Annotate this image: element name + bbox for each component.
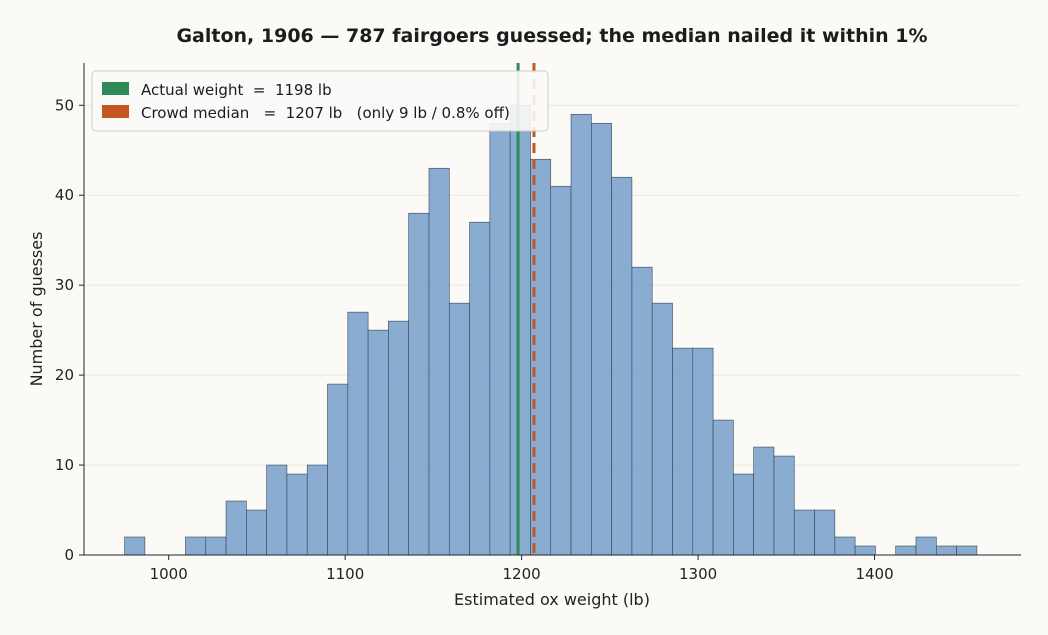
reference-lines bbox=[516, 63, 536, 555]
histogram-bar bbox=[225, 500, 247, 556]
histogram-bar bbox=[733, 473, 754, 556]
histogram-bar bbox=[185, 536, 207, 556]
histogram-bar bbox=[570, 113, 592, 556]
histogram-bars bbox=[124, 104, 978, 556]
histogram-bar bbox=[712, 419, 734, 556]
histogram-bar bbox=[692, 347, 714, 556]
histogram-bar bbox=[814, 509, 836, 556]
histogram-bar bbox=[793, 509, 815, 556]
histogram-bar bbox=[611, 176, 633, 556]
histogram-bar bbox=[672, 347, 694, 556]
x-tick-label: 1400 bbox=[855, 565, 893, 583]
legend: Actual weight = 1198 lb Crowd median = 1… bbox=[91, 70, 549, 132]
histogram-bar bbox=[834, 536, 856, 556]
x-tick-label: 1300 bbox=[679, 565, 717, 583]
histogram-bar bbox=[631, 266, 653, 556]
histogram-bar bbox=[854, 545, 876, 556]
legend-label-actual-weight: Actual weight = 1198 lb bbox=[141, 81, 332, 99]
histogram-bar bbox=[448, 302, 470, 556]
histogram-bar bbox=[550, 185, 572, 556]
histogram-bar bbox=[489, 122, 511, 556]
histogram-bar bbox=[306, 464, 328, 556]
x-tick-label: 1100 bbox=[326, 565, 364, 583]
y-tick-label: 40 bbox=[55, 186, 74, 204]
histogram-bar bbox=[773, 455, 795, 556]
x-axis-label: Estimated ox weight (lb) bbox=[454, 590, 650, 609]
y-tick-label: 30 bbox=[55, 276, 74, 294]
axes: 1000 1100 1200 1300 1400 0 10 20 30 40 50 bbox=[55, 63, 1021, 583]
y-tick-label: 0 bbox=[64, 546, 74, 564]
x-tick-label: 1200 bbox=[503, 565, 541, 583]
histogram-bar bbox=[915, 536, 937, 556]
histogram-bar bbox=[124, 536, 146, 556]
histogram-bar bbox=[591, 122, 612, 556]
chart-title: Galton, 1906 — 787 fairgoers guessed; th… bbox=[176, 25, 927, 47]
histogram-bar bbox=[956, 545, 978, 556]
histogram-bar bbox=[651, 302, 673, 556]
histogram-bar bbox=[327, 383, 349, 556]
histogram-bar bbox=[347, 311, 369, 556]
y-tick-label: 10 bbox=[55, 456, 74, 474]
histogram-bar bbox=[408, 212, 430, 556]
histogram-bar bbox=[428, 167, 450, 556]
histogram-bar bbox=[266, 464, 288, 556]
histogram-bar bbox=[388, 320, 409, 556]
histogram-bar bbox=[205, 536, 227, 556]
legend-box bbox=[91, 70, 549, 132]
legend-swatch-actual-weight bbox=[102, 82, 129, 95]
y-tick-label: 50 bbox=[55, 96, 74, 114]
histogram-bar bbox=[509, 104, 531, 556]
y-tick-label: 20 bbox=[55, 366, 74, 384]
legend-swatch-crowd-median bbox=[102, 105, 129, 118]
legend-label-crowd-median: Crowd median = 1207 lb (only 9 lb / 0.8%… bbox=[141, 104, 510, 122]
histogram-bar bbox=[469, 221, 491, 556]
histogram-bar bbox=[895, 545, 917, 556]
histogram-bar bbox=[286, 473, 308, 556]
x-tick-label: 1000 bbox=[150, 565, 188, 583]
y-axis-label: Number of guesses bbox=[27, 232, 46, 387]
histogram-bar bbox=[935, 545, 957, 556]
histogram-bar bbox=[367, 329, 389, 556]
histogram-bar bbox=[753, 446, 775, 556]
histogram-bar bbox=[246, 509, 267, 556]
